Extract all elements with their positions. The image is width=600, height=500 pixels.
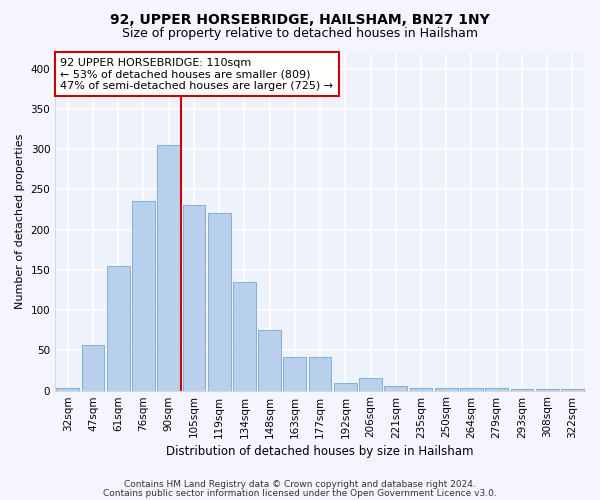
Text: Size of property relative to detached houses in Hailsham: Size of property relative to detached ho… bbox=[122, 28, 478, 40]
Text: 92, UPPER HORSEBRIDGE, HAILSHAM, BN27 1NY: 92, UPPER HORSEBRIDGE, HAILSHAM, BN27 1N… bbox=[110, 12, 490, 26]
Bar bbox=[536, 389, 559, 390]
Bar bbox=[157, 145, 180, 390]
Text: Contains HM Land Registry data © Crown copyright and database right 2024.: Contains HM Land Registry data © Crown c… bbox=[124, 480, 476, 489]
X-axis label: Distribution of detached houses by size in Hailsham: Distribution of detached houses by size … bbox=[166, 444, 474, 458]
Bar bbox=[258, 330, 281, 390]
Bar bbox=[182, 206, 205, 390]
Y-axis label: Number of detached properties: Number of detached properties bbox=[15, 134, 25, 309]
Bar bbox=[460, 388, 483, 390]
Bar bbox=[561, 389, 584, 390]
Bar bbox=[385, 386, 407, 390]
Bar bbox=[334, 382, 356, 390]
Bar bbox=[359, 378, 382, 390]
Bar bbox=[283, 357, 306, 390]
Bar bbox=[511, 389, 533, 390]
Bar bbox=[208, 214, 230, 390]
Text: Contains public sector information licensed under the Open Government Licence v3: Contains public sector information licen… bbox=[103, 488, 497, 498]
Bar bbox=[132, 200, 155, 390]
Bar bbox=[410, 388, 433, 390]
Bar bbox=[309, 357, 331, 390]
Bar bbox=[233, 282, 256, 391]
Bar bbox=[435, 388, 458, 390]
Bar bbox=[82, 344, 104, 391]
Bar bbox=[56, 388, 79, 390]
Bar bbox=[107, 266, 130, 390]
Bar bbox=[485, 388, 508, 390]
Text: 92 UPPER HORSEBRIDGE: 110sqm
← 53% of detached houses are smaller (809)
47% of s: 92 UPPER HORSEBRIDGE: 110sqm ← 53% of de… bbox=[61, 58, 334, 91]
